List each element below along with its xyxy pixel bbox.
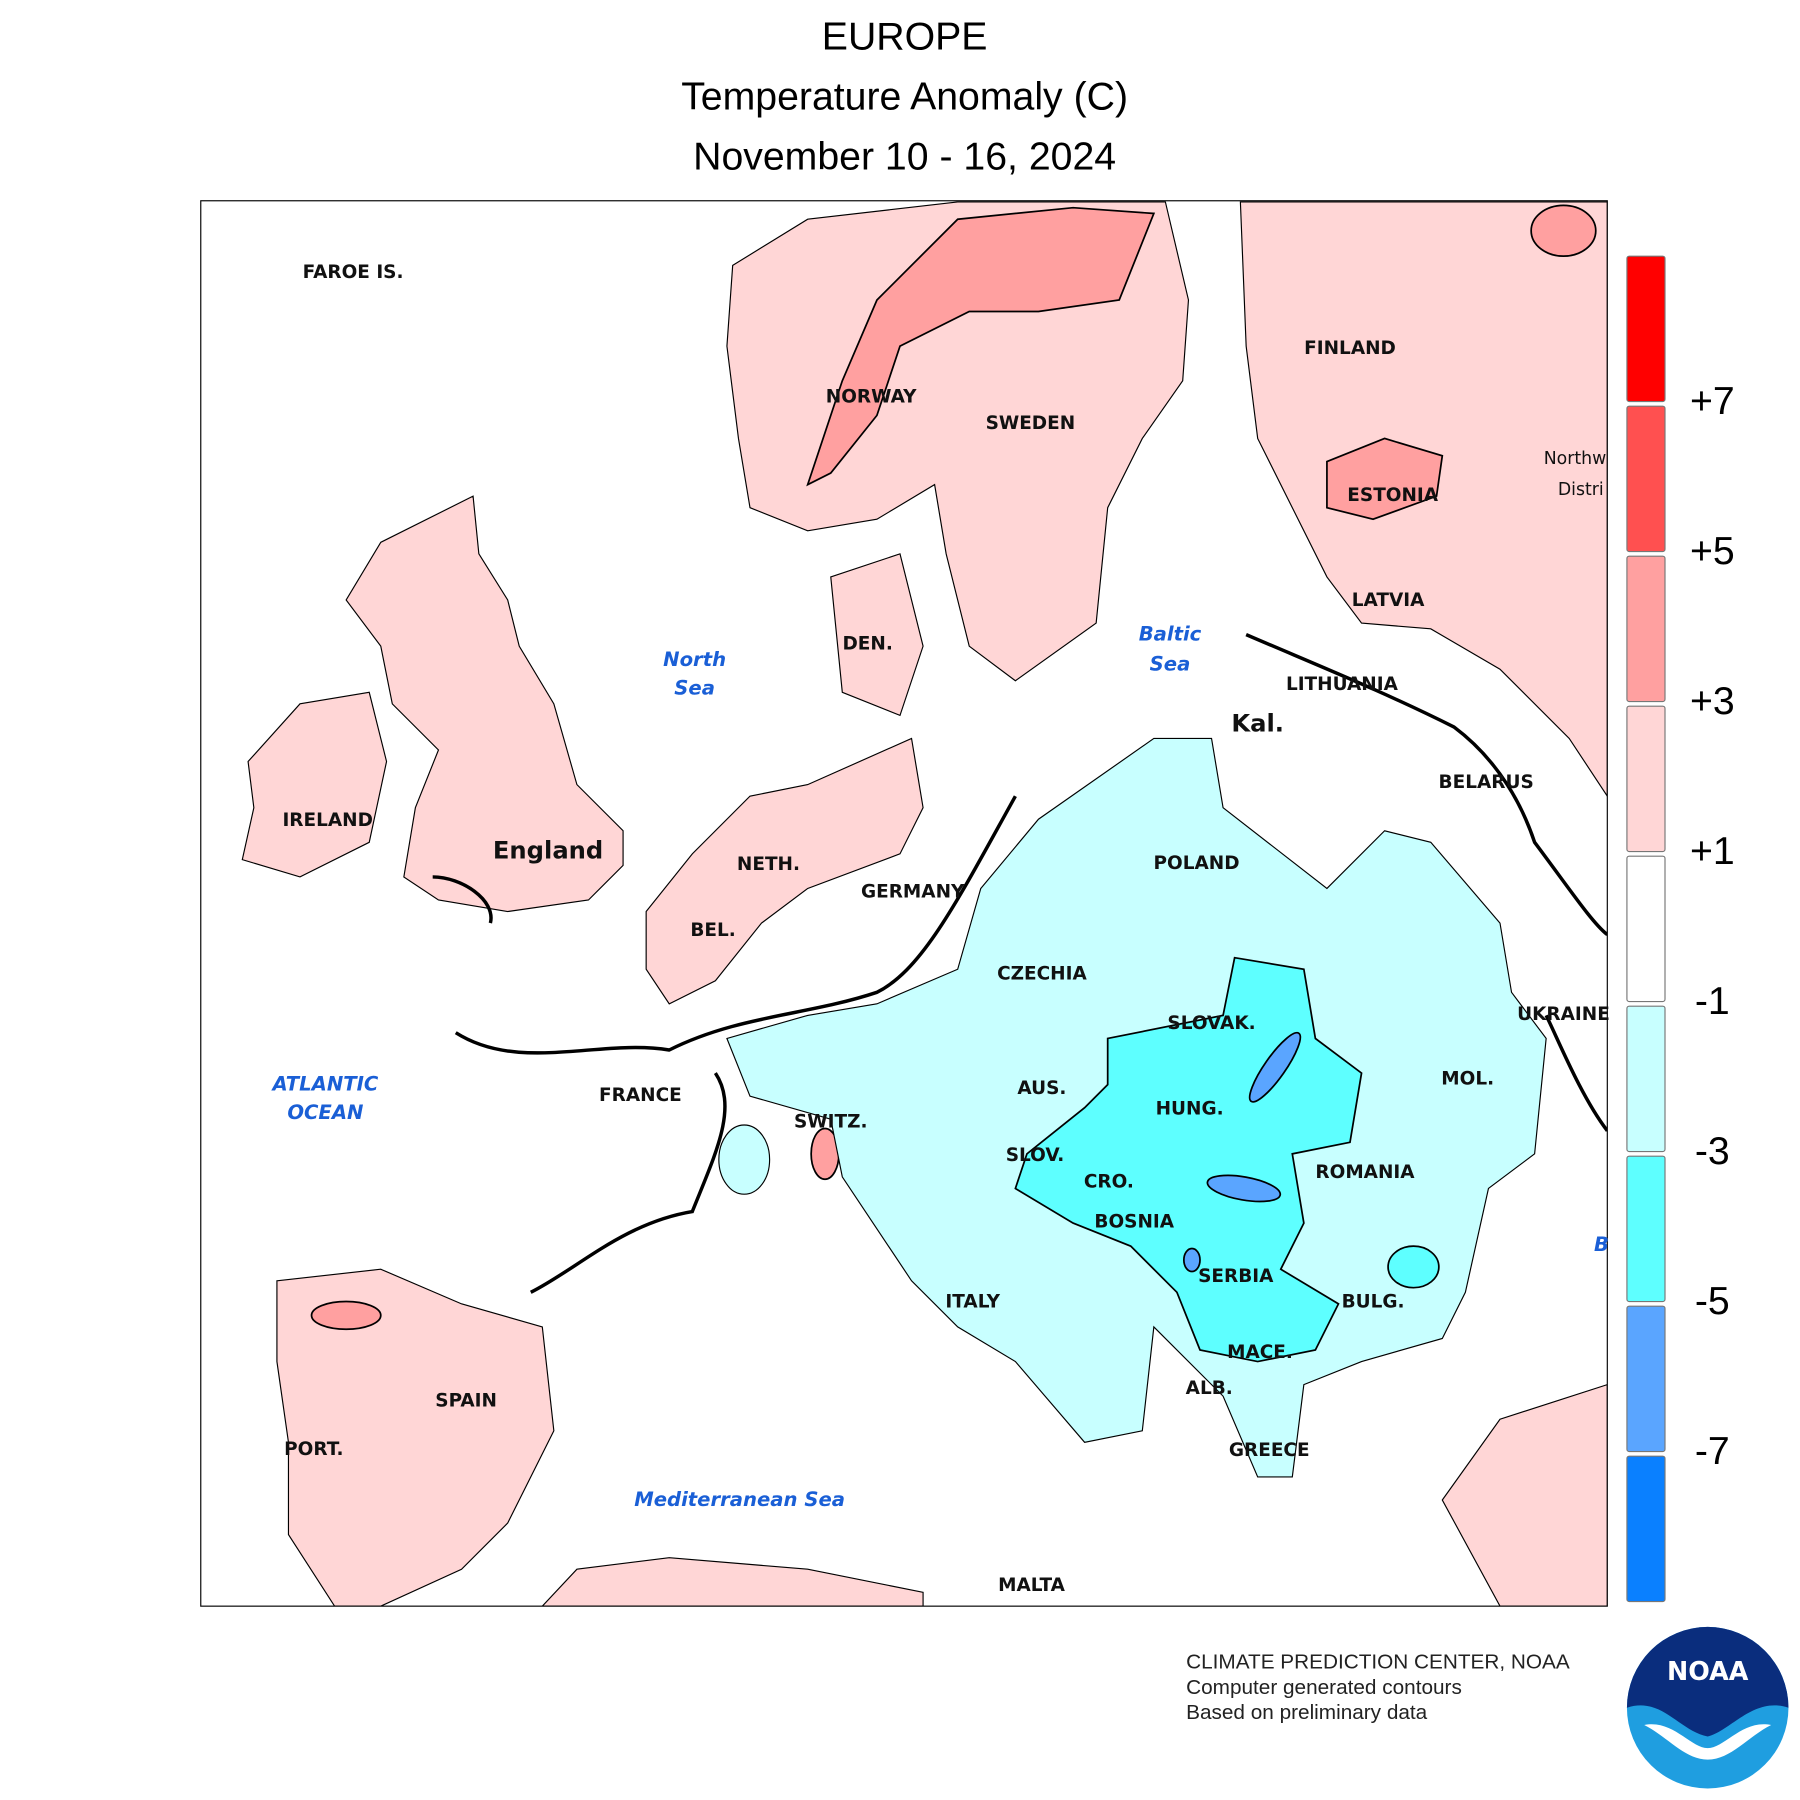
warmer-areas [310, 204, 1597, 1331]
region-label: Northw [1544, 449, 1607, 469]
footer-line: CLIMATE PREDICTION CENTER, NOAA [1186, 1650, 1570, 1673]
country-label: SWITZ. [794, 1111, 868, 1132]
country-label: SERBIA [1198, 1266, 1274, 1287]
country-label: CRO. [1084, 1171, 1134, 1192]
subtitle: Temperature Anomaly (C) [681, 75, 1128, 119]
legend-swatch [1626, 1455, 1666, 1603]
country-label: BOSNIA [1094, 1212, 1174, 1233]
sea-label: OCEAN [287, 1101, 363, 1124]
country-label: BEL. [690, 920, 735, 941]
country-label: GREECE [1229, 1440, 1310, 1461]
country-label: MOL. [1441, 1069, 1494, 1090]
country-label: UKRAINE [1517, 1004, 1610, 1025]
legend-swatch [1626, 855, 1666, 1003]
country-label: ROMANIA [1315, 1162, 1415, 1183]
legend-tick-label: -7 [1695, 1429, 1730, 1473]
country-label: PORT. [284, 1439, 343, 1460]
country-label: ALB. [1186, 1378, 1233, 1399]
sea-label: Sea [1150, 652, 1191, 675]
sea-label: Baltic [1139, 622, 1202, 645]
footer-line: Based on preliminary data [1186, 1701, 1428, 1724]
sea-label: Mediterranean Sea [634, 1488, 845, 1511]
legend-swatch [1626, 1005, 1666, 1153]
sea-label: ATLANTIC [270, 1072, 378, 1095]
country-label: MALTA [998, 1575, 1066, 1596]
country-label: FINLAND [1304, 338, 1396, 359]
country-label: ESTONIA [1347, 485, 1438, 506]
legend-swatch [1626, 555, 1666, 703]
legend-tick-label: -3 [1695, 1129, 1730, 1173]
country-label: SLOV. [1006, 1145, 1065, 1166]
legend-swatch [1626, 705, 1666, 853]
noaa-logo: NOAA [1626, 1626, 1789, 1789]
legend-tick-label: +1 [1690, 829, 1735, 873]
country-label: HUNG. [1156, 1099, 1224, 1120]
map-frame [200, 200, 1608, 1607]
country-label: GERMANY [861, 882, 965, 903]
sea-label: Sea [674, 677, 715, 700]
country-label: BELARUS [1439, 772, 1534, 793]
legend-swatch [1626, 1305, 1666, 1453]
legend-tick-label: +5 [1690, 529, 1735, 573]
country-label: BULG. [1342, 1291, 1405, 1312]
country-label: AUS. [1017, 1078, 1066, 1099]
legend-swatch [1626, 255, 1666, 403]
title: EUROPE [822, 15, 988, 59]
legend-swatch [1626, 405, 1666, 553]
legend-swatch [1626, 1155, 1666, 1303]
map [200, 200, 1608, 1607]
footer-line: Computer generated contours [1186, 1676, 1462, 1699]
coldest-areas [1182, 1031, 1302, 1273]
country-label: MACE. [1227, 1342, 1293, 1363]
country-label: POLAND [1154, 853, 1240, 874]
country-label: ITALY [945, 1291, 1000, 1312]
region-label: Distri [1558, 480, 1604, 500]
country-label: SWEDEN [986, 413, 1076, 434]
country-label: FAROE IS. [303, 262, 404, 283]
legend-tick-label: -5 [1695, 1279, 1730, 1323]
sea-labels: North Sea Baltic Sea ATLANTIC OCEAN Medi… [270, 622, 1609, 1510]
country-label: SPAIN [435, 1391, 497, 1412]
period: November 10 - 16, 2024 [693, 135, 1116, 179]
legend-tick-label: +3 [1690, 679, 1735, 723]
legend: +7 +5 +3 +1 -1 -3 -5 -7 [1626, 255, 1735, 1603]
country-labels: FAROE IS. FINLAND NORWAY SWEDEN ESTONIA … [282, 262, 1609, 1596]
sea-label: B [1594, 1233, 1609, 1256]
contours [432, 633, 1608, 1294]
warm-areas [241, 201, 1608, 1607]
country-label: NORWAY [826, 387, 917, 408]
country-label: LATVIA [1352, 590, 1425, 611]
sea-label: North [663, 648, 726, 671]
country-label: LITHUANIA [1286, 674, 1399, 695]
legend-tick-label: +7 [1690, 379, 1735, 423]
country-label: DEN. [842, 634, 892, 655]
country-label: England [493, 836, 603, 864]
logo-text: NOAA [1667, 1656, 1749, 1686]
country-label: Kal. [1231, 710, 1284, 738]
country-label: IRELAND [282, 810, 372, 831]
country-label: CZECHIA [997, 964, 1087, 985]
country-label: FRANCE [599, 1085, 682, 1106]
country-label: SLOVAK. [1167, 1013, 1255, 1034]
country-label: NETH. [737, 854, 800, 875]
legend-tick-label: -1 [1695, 979, 1730, 1023]
